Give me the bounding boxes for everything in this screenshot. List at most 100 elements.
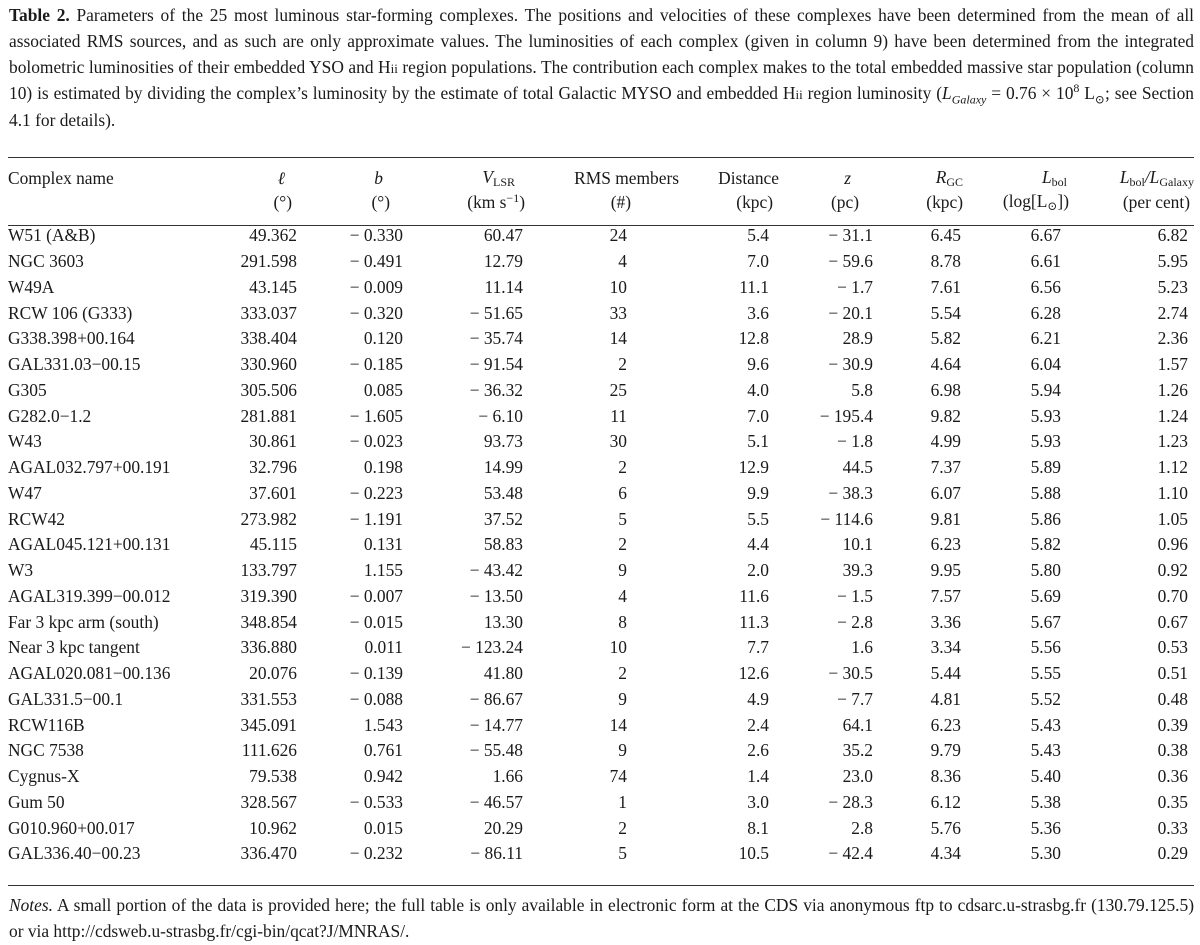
cell-distance: 10.5 bbox=[738, 843, 769, 864]
cell-vlsr: 58.83 bbox=[483, 534, 523, 555]
cell-vlsr: 13.30 bbox=[483, 611, 523, 632]
table-row: RCW 106 (G333) 333.037 − 0.320 − 51.65 33 3.6… bbox=[8, 300, 1194, 326]
cell-rgc: 9.79 bbox=[930, 740, 961, 761]
cell-l: 330.960 bbox=[240, 354, 297, 375]
cell-vlsr: − 35.74 bbox=[469, 328, 523, 349]
cell-l: 338.404 bbox=[240, 328, 297, 349]
cell-z: 10.1 bbox=[842, 534, 873, 555]
cell-lbol: 6.04 bbox=[1030, 354, 1061, 375]
cell-lbol: 5.36 bbox=[1030, 817, 1061, 838]
cell-lbol-lgalaxy: 5.95 bbox=[1157, 251, 1188, 272]
cell-complex-name: AGAL319.399−00.012 bbox=[8, 585, 171, 606]
cell-rms-members: 10 bbox=[609, 637, 627, 658]
header-rule bbox=[8, 225, 1194, 226]
cell-rms-members: 2 bbox=[618, 817, 627, 838]
unit-rgc: (kpc) bbox=[926, 191, 963, 212]
cell-rgc: 6.12 bbox=[930, 791, 961, 812]
cell-l: 10.962 bbox=[249, 817, 297, 838]
col-rms-members: RMS members bbox=[574, 168, 679, 188]
cell-complex-name: NGC 7538 bbox=[8, 740, 84, 761]
cell-vlsr: 53.48 bbox=[483, 482, 523, 503]
cell-b: − 0.491 bbox=[349, 251, 403, 272]
cell-b: − 0.015 bbox=[349, 611, 403, 632]
cell-z: − 1.8 bbox=[837, 431, 873, 452]
cell-b: − 0.009 bbox=[349, 276, 403, 297]
unit-lbol-end: ]) bbox=[1057, 190, 1069, 211]
cell-l: 319.390 bbox=[240, 585, 297, 606]
cell-b: 0.198 bbox=[363, 457, 403, 478]
top-rule bbox=[8, 157, 1194, 158]
cell-lbol-lgalaxy: 0.35 bbox=[1157, 791, 1188, 812]
cell-rgc: 7.61 bbox=[930, 276, 961, 297]
cell-rgc: 5.76 bbox=[930, 817, 961, 838]
cell-z: 2.8 bbox=[851, 817, 873, 838]
cell-vlsr: − 91.54 bbox=[469, 354, 523, 375]
cell-rms-members: 5 bbox=[618, 843, 627, 864]
cell-distance: 12.6 bbox=[738, 663, 769, 684]
cell-rgc: 6.45 bbox=[930, 225, 961, 246]
cell-lbol: 5.43 bbox=[1030, 714, 1061, 735]
cell-lbol-lgalaxy: 1.12 bbox=[1157, 457, 1188, 478]
cell-lbol-lgalaxy: 0.70 bbox=[1157, 585, 1188, 606]
cell-complex-name: GAL331.03−00.15 bbox=[8, 354, 141, 375]
cell-rgc: 3.36 bbox=[930, 611, 961, 632]
cell-b: 0.761 bbox=[363, 740, 403, 761]
cell-lbol-lgalaxy: 0.38 bbox=[1157, 740, 1188, 761]
cell-lbol: 5.67 bbox=[1030, 611, 1061, 632]
cell-z: 64.1 bbox=[842, 714, 873, 735]
cell-vlsr: 37.52 bbox=[483, 508, 523, 529]
col-z: z bbox=[844, 168, 851, 188]
table-row: RCW42 273.982 − 1.191 37.52 5 5.5 − 114.6 9.81 5… bbox=[8, 506, 1194, 532]
cell-z: − 59.6 bbox=[828, 251, 873, 272]
unit-complex-name bbox=[8, 190, 223, 223]
unit-distance: (kpc) bbox=[736, 191, 773, 212]
col-lbol-subscript: bol bbox=[1051, 175, 1067, 189]
cell-lbol: 5.89 bbox=[1030, 457, 1061, 478]
cell-lbol: 5.43 bbox=[1030, 740, 1061, 761]
cell-complex-name: W3 bbox=[8, 560, 34, 581]
cell-distance: 1.4 bbox=[747, 766, 769, 787]
cell-rgc: 6.98 bbox=[930, 379, 961, 400]
cell-lbol-lgalaxy: 2.36 bbox=[1157, 328, 1188, 349]
cell-rms-members: 11 bbox=[610, 405, 627, 426]
cell-b: − 0.232 bbox=[349, 843, 403, 864]
cell-rms-members: 2 bbox=[618, 354, 627, 375]
sun-symbol: ⊙ bbox=[1094, 92, 1105, 107]
cell-vlsr: 20.29 bbox=[483, 817, 523, 838]
col-l: ℓ bbox=[277, 168, 285, 188]
sun-symbol: ⊙ bbox=[1047, 198, 1058, 213]
cell-b: − 1.191 bbox=[349, 508, 403, 529]
cell-lbol-lgalaxy: 5.23 bbox=[1157, 276, 1188, 297]
cell-complex-name: RCW116B bbox=[8, 714, 85, 735]
cell-z: − 2.8 bbox=[837, 611, 873, 632]
cell-complex-name: Gum 50 bbox=[8, 791, 65, 812]
cell-complex-name: G305 bbox=[8, 379, 47, 400]
cell-vlsr: − 6.10 bbox=[478, 405, 523, 426]
cell-lbol: 6.67 bbox=[1030, 225, 1061, 246]
cell-vlsr: 14.99 bbox=[483, 457, 523, 478]
cell-rms-members: 2 bbox=[618, 534, 627, 555]
table-body: W51 (A&B) 49.362− 0.330 60.47 24 5.4− 31.1 6.… bbox=[8, 223, 1194, 867]
cell-lbol: 5.56 bbox=[1030, 637, 1061, 658]
cell-lbol: 5.30 bbox=[1030, 843, 1061, 864]
unit-vlsr-main: (km s bbox=[467, 192, 507, 212]
cell-rms-members: 1 bbox=[618, 791, 627, 812]
cell-b: 1.155 bbox=[363, 560, 403, 581]
unit-lbol-main: (log[L bbox=[1002, 190, 1048, 211]
cell-vlsr: 1.66 bbox=[492, 766, 523, 787]
cell-rgc: 4.34 bbox=[930, 843, 961, 864]
col-vlsr-symbol: V bbox=[482, 167, 493, 187]
caption-lgal-unit: L bbox=[1079, 83, 1095, 104]
cell-complex-name: W49A bbox=[8, 276, 55, 297]
unit-vlsr: (km s−1) bbox=[413, 190, 533, 223]
cell-l: 336.470 bbox=[240, 843, 297, 864]
table-row: GAL331.5−00.1 331.553 − 0.088 − 86.67 9 4.9 − … bbox=[8, 687, 1194, 713]
cell-z: − 42.4 bbox=[828, 843, 873, 864]
unit-vlsr-end: ) bbox=[519, 192, 525, 212]
table-row: W3 133.797 1.155 − 43.42 9 2.0 39.3 9.95 5.80 0.9… bbox=[8, 558, 1194, 584]
caption-lgal-equals: = 0.76 × 10 bbox=[986, 83, 1074, 104]
cell-rms-members: 9 bbox=[618, 740, 627, 761]
cell-b: 0.131 bbox=[363, 534, 403, 555]
notes-label: Notes. bbox=[9, 895, 53, 915]
